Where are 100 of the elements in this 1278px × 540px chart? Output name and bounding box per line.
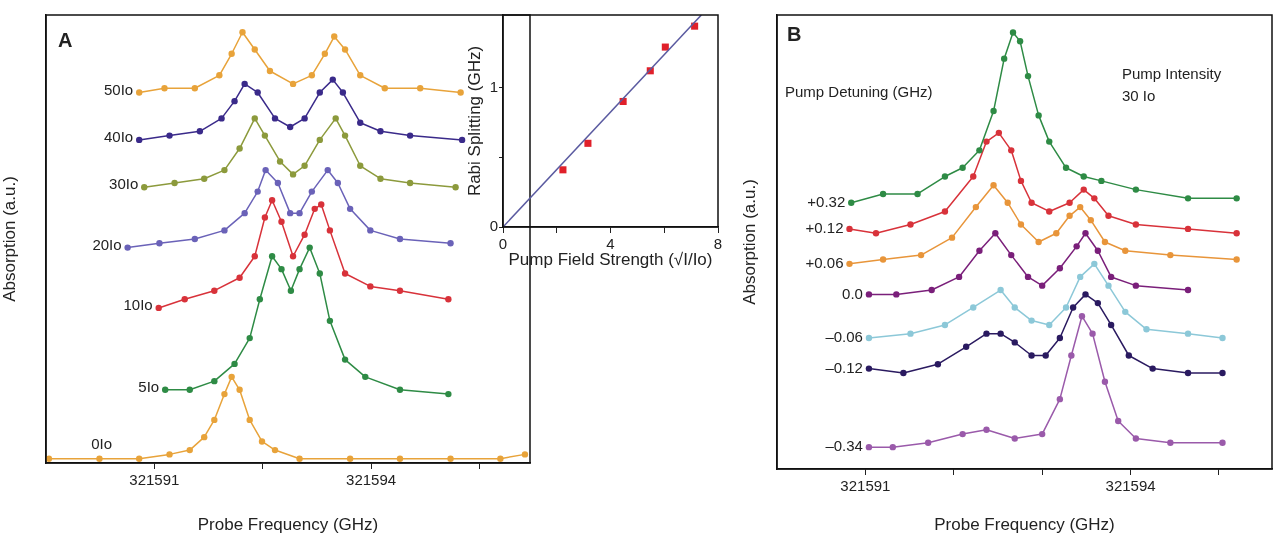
point xyxy=(990,107,997,115)
point xyxy=(96,455,103,462)
point xyxy=(907,330,914,337)
point xyxy=(278,265,285,273)
point xyxy=(341,356,349,363)
point xyxy=(301,115,308,122)
point xyxy=(1028,317,1035,324)
point xyxy=(135,455,143,462)
point xyxy=(296,455,303,462)
point xyxy=(166,451,173,458)
point xyxy=(1094,247,1102,254)
point xyxy=(246,334,253,342)
point xyxy=(326,317,334,325)
point xyxy=(287,287,295,294)
point xyxy=(221,390,228,398)
point xyxy=(191,85,199,92)
point xyxy=(1082,291,1089,298)
point xyxy=(458,136,466,144)
point xyxy=(907,221,914,228)
point xyxy=(246,416,253,424)
point xyxy=(396,235,404,243)
point xyxy=(900,369,907,377)
series-label: 0Io xyxy=(91,434,113,452)
point xyxy=(983,138,990,145)
point xyxy=(211,416,218,424)
point xyxy=(216,72,223,79)
point xyxy=(1011,304,1018,311)
series-label: 30Io xyxy=(109,175,139,193)
point xyxy=(228,373,235,381)
point xyxy=(271,115,279,122)
point xyxy=(239,29,246,36)
point xyxy=(1066,199,1073,206)
point xyxy=(396,386,404,393)
point xyxy=(321,50,329,57)
point xyxy=(268,197,276,204)
point xyxy=(1053,230,1060,237)
point xyxy=(661,43,669,51)
series-label: –0.12 xyxy=(825,358,863,376)
point xyxy=(917,251,925,259)
point xyxy=(1091,195,1098,202)
point xyxy=(1017,221,1025,228)
point xyxy=(447,240,454,247)
point xyxy=(948,234,956,241)
point xyxy=(997,286,1004,294)
point xyxy=(367,283,374,290)
point xyxy=(1062,164,1070,171)
point xyxy=(1035,112,1042,119)
point xyxy=(171,179,178,187)
point xyxy=(457,89,464,96)
point xyxy=(445,296,452,303)
point xyxy=(266,67,274,75)
point xyxy=(1011,435,1018,442)
point xyxy=(357,72,364,79)
point xyxy=(1008,147,1015,154)
point xyxy=(308,72,316,79)
point xyxy=(983,426,990,433)
series-label: +0.32 xyxy=(807,192,846,210)
point xyxy=(201,433,208,441)
point xyxy=(1167,251,1174,259)
x-axis-title: Probe Frequency (GHz) xyxy=(197,515,379,535)
point xyxy=(1219,334,1226,342)
point xyxy=(346,455,354,462)
point xyxy=(879,190,887,198)
point xyxy=(289,171,297,178)
point xyxy=(135,136,143,144)
point xyxy=(318,201,325,208)
point xyxy=(268,253,276,260)
point xyxy=(1167,439,1174,447)
point xyxy=(231,360,238,368)
point xyxy=(1132,282,1140,289)
point xyxy=(1017,177,1025,185)
point xyxy=(296,265,303,273)
series-label: +0.06 xyxy=(805,253,844,271)
point xyxy=(1105,282,1112,289)
point xyxy=(889,443,896,451)
point xyxy=(1035,238,1042,246)
x-tick-label: 321594 xyxy=(1105,477,1156,495)
point xyxy=(1068,352,1075,359)
point xyxy=(261,132,269,139)
point xyxy=(406,132,414,139)
y-axis-title: Absorption (a.u.) xyxy=(0,176,19,302)
point xyxy=(924,439,932,447)
y-axis-title: Absorption (a.u.) xyxy=(739,179,759,305)
point xyxy=(941,321,949,329)
x-tick-label: 321594 xyxy=(346,471,397,489)
point xyxy=(135,89,143,96)
point xyxy=(1184,195,1192,202)
point xyxy=(161,85,168,92)
point xyxy=(341,270,349,277)
point xyxy=(959,430,966,438)
point xyxy=(316,270,323,277)
point xyxy=(274,179,282,187)
y-tick-label: 1 xyxy=(489,77,498,95)
point xyxy=(848,199,855,206)
series-label: 0.0 xyxy=(842,284,863,302)
point xyxy=(1091,260,1098,268)
point xyxy=(1024,72,1032,80)
point xyxy=(381,85,388,92)
point xyxy=(934,361,942,368)
point xyxy=(1219,369,1226,377)
